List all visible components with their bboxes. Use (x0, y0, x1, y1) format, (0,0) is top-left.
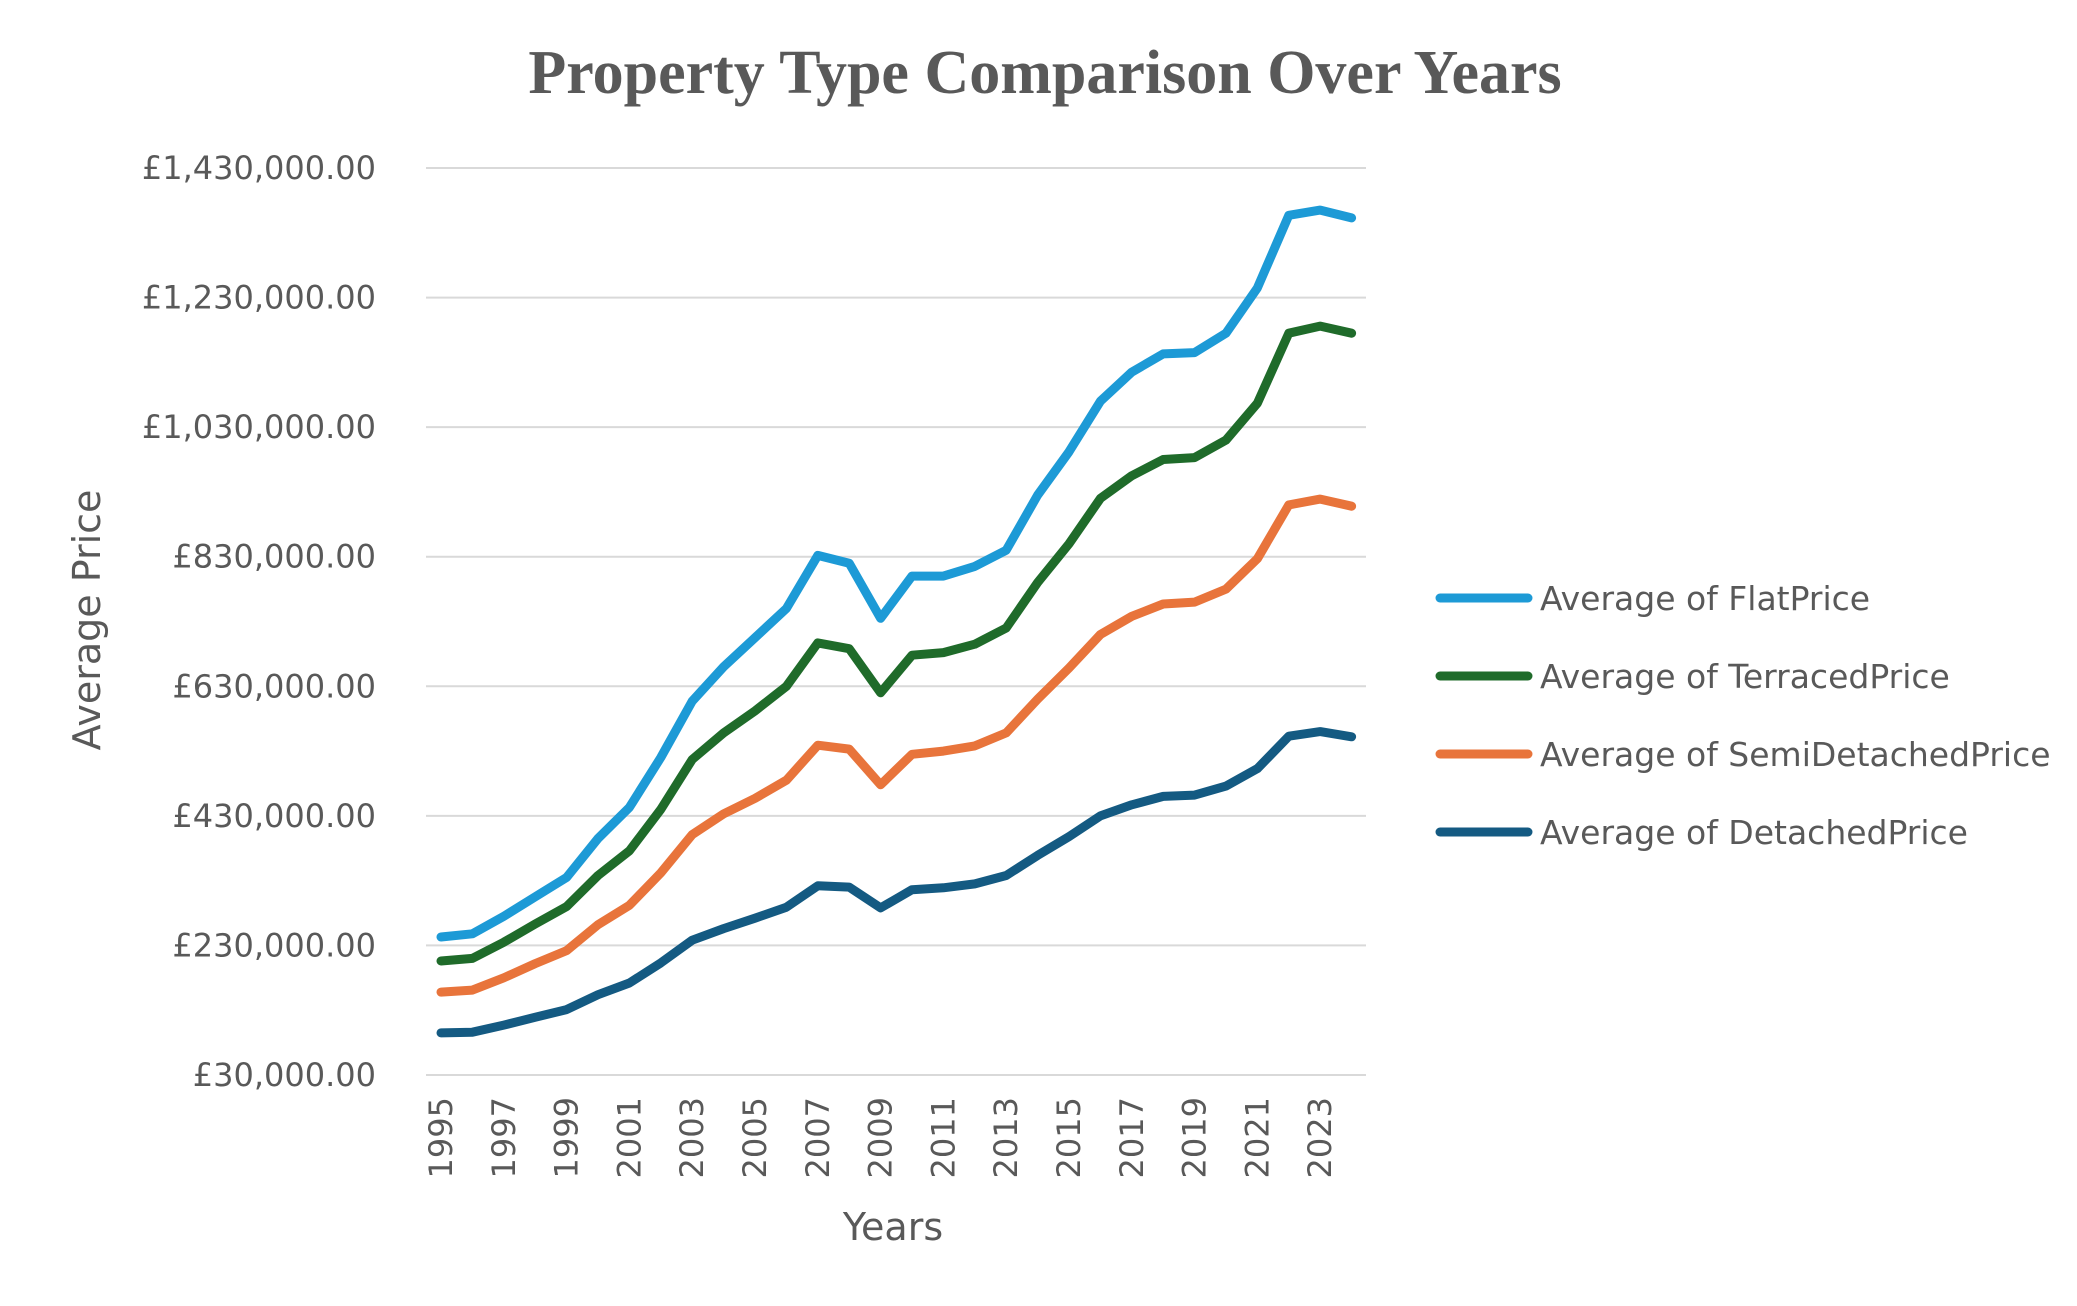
x-tick-label: 2013 (987, 1097, 1025, 1178)
x-tick-label: 2007 (799, 1097, 837, 1178)
legend-label-average-of-terracedprice: Average of TerracedPrice (1540, 657, 1950, 696)
x-tick-label: 2021 (1238, 1097, 1276, 1178)
y-axis-tick-labels: £30,000.00 £230,000.00 £430,000.00 £630,000… (142, 149, 376, 1094)
x-tick-label: 1995 (422, 1097, 460, 1178)
x-axis-tick-labels: 1995 1997 1999 2001 2003 2005 2007 2009 2011 2013… (422, 1097, 1339, 1178)
y-tick-label: £30,000.00 (193, 1056, 376, 1094)
y-axis-title: Average Price (65, 490, 109, 751)
y-tick-label: £230,000.00 (172, 926, 376, 964)
x-tick-label: 2001 (610, 1097, 648, 1178)
x-tick-label: 2019 (1176, 1097, 1214, 1178)
x-tick-label: 2017 (1113, 1097, 1151, 1178)
y-tick-label: £1,230,000.00 (142, 279, 376, 317)
legend-label-average-of-semidetachedprice: Average of SemiDetachedPrice (1540, 735, 2051, 774)
series-line-average-of-detachedprice (436, 727, 1357, 1038)
series-line-average-of-semidetachedprice (436, 494, 1357, 997)
y-tick-label: £430,000.00 (172, 797, 376, 835)
y-tick-label: £630,000.00 (172, 667, 376, 705)
x-tick-label: 2009 (862, 1097, 900, 1178)
y-tick-label: £1,430,000.00 (142, 149, 376, 187)
x-tick-label: 2015 (1050, 1097, 1088, 1178)
x-tick-label: 1999 (548, 1097, 586, 1178)
series-line-average-of-flatprice (436, 205, 1357, 942)
series-line-average-of-terracedprice (436, 321, 1357, 966)
y-tick-label: £1,030,000.00 (142, 408, 376, 446)
x-tick-label: 2003 (673, 1097, 711, 1178)
series-lines (436, 205, 1357, 1038)
gridlines (426, 167, 1366, 1076)
y-tick-label: £830,000.00 (172, 538, 376, 576)
x-tick-label: 1997 (485, 1097, 523, 1178)
x-tick-label: 2005 (736, 1097, 774, 1178)
x-axis-title: Years (842, 1205, 943, 1249)
legend: Average of FlatPrice Average of TerracedP… (1435, 579, 2051, 852)
x-tick-label: 2023 (1301, 1097, 1339, 1178)
chart-title: Property Type Comparison Over Years (528, 39, 1561, 107)
x-tick-label: 2011 (924, 1097, 962, 1178)
legend-label-average-of-flatprice: Average of FlatPrice (1540, 579, 1870, 618)
legend-label-average-of-detachedprice: Average of DetachedPrice (1540, 813, 1968, 852)
